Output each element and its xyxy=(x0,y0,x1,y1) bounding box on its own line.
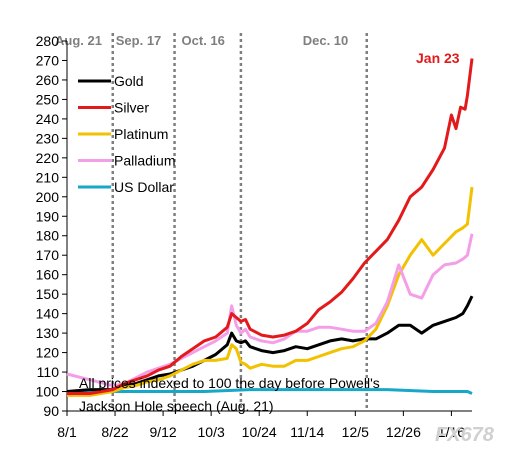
y-tick-label: 110 xyxy=(37,364,60,380)
y-tick-label: 240 xyxy=(36,111,60,127)
y-tick-label: 160 xyxy=(36,267,60,283)
series-lines xyxy=(66,58,474,397)
legend-label: Platinum xyxy=(114,126,168,142)
y-tick-label: 180 xyxy=(36,228,60,244)
x-tick-label: 1/16 xyxy=(438,424,465,440)
y-tick-label: 270 xyxy=(36,52,60,68)
x-tick-label: 10/24 xyxy=(242,424,277,440)
y-tick-label: 150 xyxy=(36,286,60,302)
end-label: Jan 23 xyxy=(416,50,460,66)
y-tick-label: 200 xyxy=(36,189,60,205)
legend-label: US Dollar xyxy=(114,179,174,195)
series-line-palladium xyxy=(66,233,474,388)
legend: Gold Silver Platinum Palladium US Dollar xyxy=(78,73,175,195)
series-line-us-dollar xyxy=(67,388,473,395)
event-label: Sep. 17 xyxy=(116,33,162,48)
y-tick-label: 100 xyxy=(36,384,60,400)
note-line-2: Jackson Hole speech (Aug. 21) xyxy=(79,398,274,414)
x-tick-label: 10/3 xyxy=(198,424,225,440)
y-tick-label: 280 xyxy=(36,33,60,49)
watermark-text: FX678 xyxy=(435,424,495,446)
y-tick-label: 140 xyxy=(36,306,60,322)
x-tick-label: 9/12 xyxy=(149,424,176,440)
note-line-1: All prices indexed to 100 the day before… xyxy=(79,375,380,391)
event-label: Dec. 10 xyxy=(303,33,349,48)
event-label: Oct. 16 xyxy=(182,33,225,48)
x-tick-label: 8/1 xyxy=(57,424,77,440)
event-lines: Aug. 21 Sep. 17 Oct. 16 Dec. 10 xyxy=(55,33,368,411)
y-tick-label: 210 xyxy=(36,169,60,185)
series-line-silver xyxy=(67,58,474,395)
legend-label: Gold xyxy=(114,73,144,89)
x-tick-label: 12/26 xyxy=(386,424,421,440)
y-tick-label: 260 xyxy=(36,72,60,88)
y-tick-label: 230 xyxy=(36,130,60,146)
y-tick-label: 250 xyxy=(36,91,60,107)
axes: 90 100 110 120 130 140 150 160 170 180 190 200 210 22… xyxy=(36,33,472,440)
x-tick-label: 12/5 xyxy=(342,424,369,440)
y-tick-label: 220 xyxy=(36,150,60,166)
series-line-gold xyxy=(66,295,474,393)
y-tick-label: 190 xyxy=(36,208,60,224)
series-line-platinum xyxy=(67,186,474,397)
y-tick-label: 90 xyxy=(43,403,59,419)
y-tick-label: 170 xyxy=(36,247,60,263)
y-tick-label: 130 xyxy=(36,325,60,341)
x-tick-label: 11/14 xyxy=(290,424,324,440)
y-tick-label: 120 xyxy=(36,345,60,361)
legend-label: Silver xyxy=(114,100,149,116)
legend-label: Palladium xyxy=(114,153,175,169)
x-tick-label: 8/22 xyxy=(101,424,128,440)
